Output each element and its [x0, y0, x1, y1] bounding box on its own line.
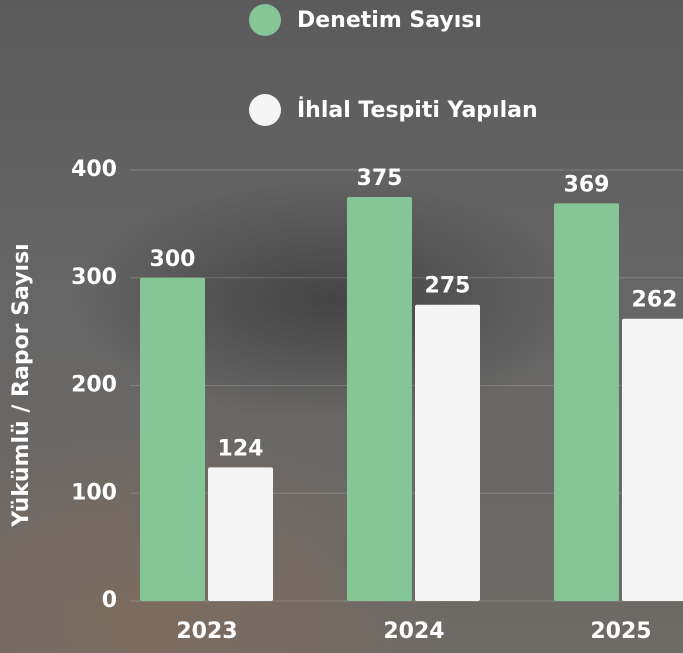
bar [554, 203, 619, 601]
x-tick-label: 2024 [383, 619, 444, 644]
value-label: 275 [425, 274, 471, 299]
value-label: 124 [218, 436, 264, 461]
y-tick-label: 300 [71, 265, 117, 290]
bar [347, 196, 412, 601]
legend-label: Denetim Sayısı [297, 8, 482, 33]
bar [622, 318, 683, 601]
y-tick-label: 0 [102, 588, 117, 613]
value-label: 300 [150, 247, 196, 272]
bar [415, 304, 480, 601]
legend-swatch [249, 4, 281, 36]
x-tick-label: 2025 [590, 619, 651, 644]
y-tick-label: 400 [71, 157, 117, 182]
y-tick-label: 200 [71, 373, 117, 398]
x-tick-label: 2023 [176, 619, 237, 644]
value-label: 369 [564, 172, 610, 197]
bar [140, 277, 205, 601]
y-axis-title: Yükümlü / Rapor Sayısı [9, 243, 34, 527]
bar [208, 467, 273, 601]
value-label: 262 [632, 288, 678, 313]
legend-label: İhlal Tespiti Yapılan [297, 97, 538, 123]
legend-swatch [249, 94, 281, 126]
y-tick-label: 100 [71, 480, 117, 505]
value-label: 375 [357, 166, 403, 191]
